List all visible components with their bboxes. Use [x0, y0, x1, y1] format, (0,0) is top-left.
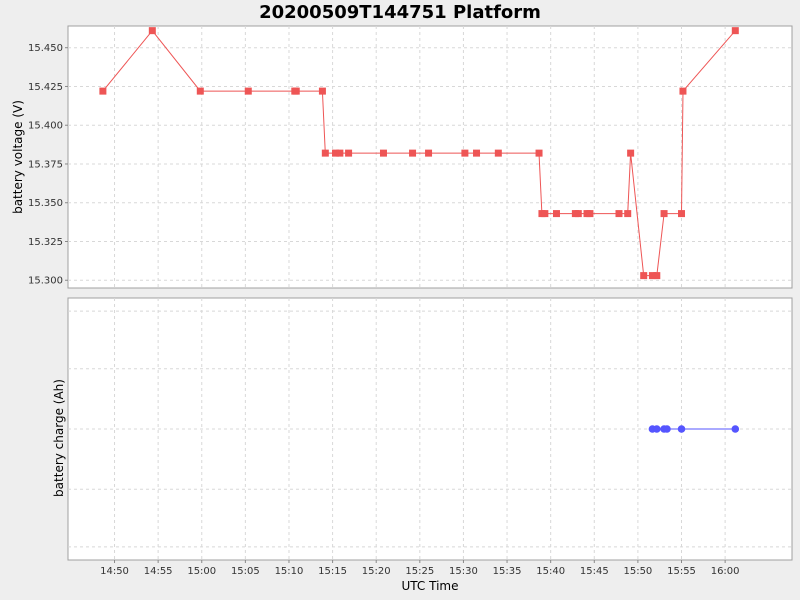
charge-panel: battery charge (Ah): [52, 297, 793, 561]
voltage-point: [148, 27, 156, 35]
voltage-point: [332, 149, 340, 157]
voltage-point: [345, 149, 353, 157]
voltage-point: [731, 27, 739, 35]
voltage-point: [336, 149, 344, 157]
voltage-point: [627, 149, 635, 157]
voltage-point: [574, 210, 582, 218]
voltage-plot-area: [67, 25, 793, 289]
voltage-point: [648, 272, 656, 280]
voltage-point: [99, 87, 107, 95]
charge-point: [663, 425, 671, 433]
voltage-y-ticks: 15.300 15.325 15.350 15.375 15.400 15.425 15.4…: [28, 43, 68, 287]
voltage-point: [196, 87, 204, 95]
voltage-point: [409, 149, 417, 157]
voltage-gridlines: [68, 26, 792, 288]
charge-gridlines: [68, 298, 792, 560]
x-tick-label: 15:55: [667, 566, 696, 577]
voltage-point: [660, 210, 668, 218]
voltage-point: [425, 149, 433, 157]
voltage-point: [679, 87, 687, 95]
voltage-point: [321, 149, 329, 157]
voltage-point: [461, 149, 469, 157]
voltage-point: [678, 210, 686, 218]
x-tick-label: 14:55: [144, 566, 173, 577]
charge-y-axis-label: battery charge (Ah): [52, 379, 66, 497]
voltage-point: [535, 149, 543, 157]
x-tick-label: 14:50: [100, 566, 129, 577]
x-tick-label: 15:10: [275, 566, 304, 577]
x-tick-label: 15:05: [231, 566, 260, 577]
voltage-point: [473, 149, 481, 157]
charge-series: [648, 425, 740, 433]
x-tick-label: 15:00: [187, 566, 216, 577]
y-tick-label: 15.400: [28, 121, 63, 132]
x-tick-label: 15:25: [405, 566, 434, 577]
y-tick-label: 15.325: [28, 237, 63, 248]
x-tick-label: 15:35: [493, 566, 522, 577]
chart-title: 20200509T144751 Platform: [259, 2, 541, 23]
voltage-point: [292, 87, 300, 95]
voltage-series: [99, 27, 739, 280]
voltage-point: [494, 149, 502, 157]
x-axis-label: UTC Time: [402, 579, 459, 593]
y-tick-label: 15.300: [28, 276, 63, 287]
y-tick-label: 15.450: [28, 43, 63, 54]
voltage-panel: 15.300 15.325 15.350 15.375 15.400 15.425 15.4…: [11, 25, 793, 289]
voltage-point: [586, 210, 594, 218]
y-tick-label: 15.425: [28, 82, 63, 93]
charge-point: [677, 425, 686, 433]
voltage-point: [541, 210, 549, 218]
voltage-point: [624, 210, 632, 218]
x-tick-label: 15:50: [623, 566, 652, 577]
voltage-point: [379, 149, 387, 157]
x-axis-ticks: 14:50 14:55 15:00 15:05 15:10 15:15 15:20 15:25…: [100, 560, 740, 577]
voltage-point: [318, 87, 326, 95]
voltage-point: [640, 272, 648, 280]
x-tick-label: 16:00: [711, 566, 740, 577]
charge-point: [652, 425, 661, 433]
x-tick-label: 15:30: [449, 566, 478, 577]
charge-point: [731, 425, 740, 433]
voltage-point: [653, 272, 661, 280]
voltage-y-axis-label: battery voltage (V): [11, 100, 25, 214]
y-tick-label: 15.375: [28, 159, 63, 170]
x-tick-label: 15:20: [362, 566, 391, 577]
y-tick-label: 15.350: [28, 198, 63, 209]
x-tick-label: 15:45: [580, 566, 609, 577]
x-tick-label: 15:15: [318, 566, 347, 577]
voltage-point: [615, 210, 623, 218]
voltage-point: [552, 210, 560, 218]
x-tick-label: 15:40: [536, 566, 565, 577]
voltage-point: [244, 87, 252, 95]
